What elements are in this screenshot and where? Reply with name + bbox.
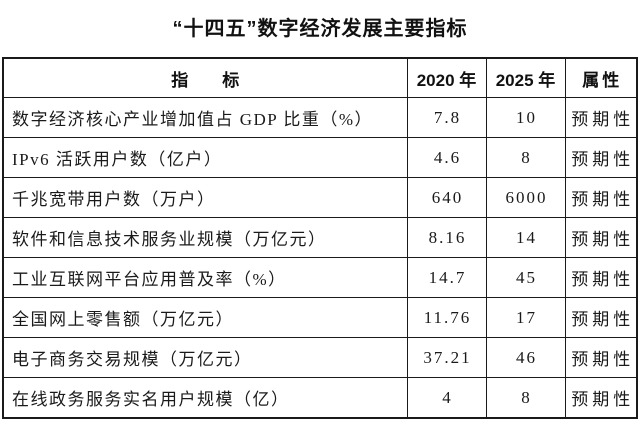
- value-2020-cell: 640: [406, 177, 487, 218]
- table-row: 工业互联网平台应用普及率（%） 14.7 45 预期性: [2, 257, 638, 298]
- attribute-cell: 预期性: [564, 377, 638, 419]
- value-2025-cell: 6000: [485, 177, 566, 218]
- table-row: 数字经济核心产业增加值占 GDP 比重（%） 7.8 10 预期性: [2, 97, 638, 138]
- indicator-cell: 数字经济核心产业增加值占 GDP 比重（%）: [2, 97, 408, 138]
- indicator-cell: 千兆宽带用户数（万户）: [2, 177, 408, 218]
- attribute-cell: 预期性: [564, 137, 638, 178]
- value-2020-cell: 37.21: [406, 337, 487, 378]
- value-2025-cell: 17: [485, 297, 566, 338]
- attribute-cell: 预期性: [564, 257, 638, 298]
- value-2025-cell: 46: [485, 337, 566, 378]
- table-header-row: 指 标 2020 年 2025 年 属性: [2, 57, 638, 98]
- indicator-cell: 全国网上零售额（万亿元）: [2, 297, 408, 338]
- value-2020-cell: 8.16: [406, 217, 487, 258]
- indicator-cell: 工业互联网平台应用普及率（%）: [2, 257, 408, 298]
- table-row: 全国网上零售额（万亿元） 11.76 17 预期性: [2, 297, 638, 338]
- column-header-attribute: 属性: [564, 57, 638, 98]
- value-2020-cell: 11.76: [406, 297, 487, 338]
- table-row: IPv6 活跃用户数（亿户） 4.6 8 预期性: [2, 137, 638, 178]
- indicator-cell: 软件和信息技术服务业规模（万亿元）: [2, 217, 408, 258]
- table-row: 在线政务服务实名用户规模（亿） 4 8 预期性: [2, 377, 638, 419]
- table-row: 千兆宽带用户数（万户） 640 6000 预期性: [2, 177, 638, 218]
- value-2020-cell: 4.6: [406, 137, 487, 178]
- value-2020-cell: 4: [406, 377, 487, 419]
- indicators-table: 指 标 2020 年 2025 年 属性 数字经济核心产业增加值占 GDP 比重…: [2, 57, 638, 419]
- indicator-cell: 在线政务服务实名用户规模（亿）: [2, 377, 408, 419]
- page-title: “十四五”数字经济发展主要指标: [172, 18, 468, 40]
- attribute-cell: 预期性: [564, 217, 638, 258]
- value-2025-cell: 14: [485, 217, 566, 258]
- value-2020-cell: 14.7: [406, 257, 487, 298]
- attribute-cell: 预期性: [564, 97, 638, 138]
- attribute-cell: 预期性: [564, 337, 638, 378]
- value-2025-cell: 45: [485, 257, 566, 298]
- column-header-2025: 2025 年: [485, 57, 566, 98]
- column-header-indicator: 指 标: [2, 57, 408, 98]
- column-header-2020: 2020 年: [406, 57, 487, 98]
- indicator-cell: 电子商务交易规模（万亿元）: [2, 337, 408, 378]
- attribute-cell: 预期性: [564, 177, 638, 218]
- table-row: 电子商务交易规模（万亿元） 37.21 46 预期性: [2, 337, 638, 378]
- indicator-cell: IPv6 活跃用户数（亿户）: [2, 137, 408, 178]
- attribute-cell: 预期性: [564, 297, 638, 338]
- value-2020-cell: 7.8: [406, 97, 487, 138]
- value-2025-cell: 8: [485, 377, 566, 419]
- value-2025-cell: 8: [485, 137, 566, 178]
- table-row: 软件和信息技术服务业规模（万亿元） 8.16 14 预期性: [2, 217, 638, 258]
- value-2025-cell: 10: [485, 97, 566, 138]
